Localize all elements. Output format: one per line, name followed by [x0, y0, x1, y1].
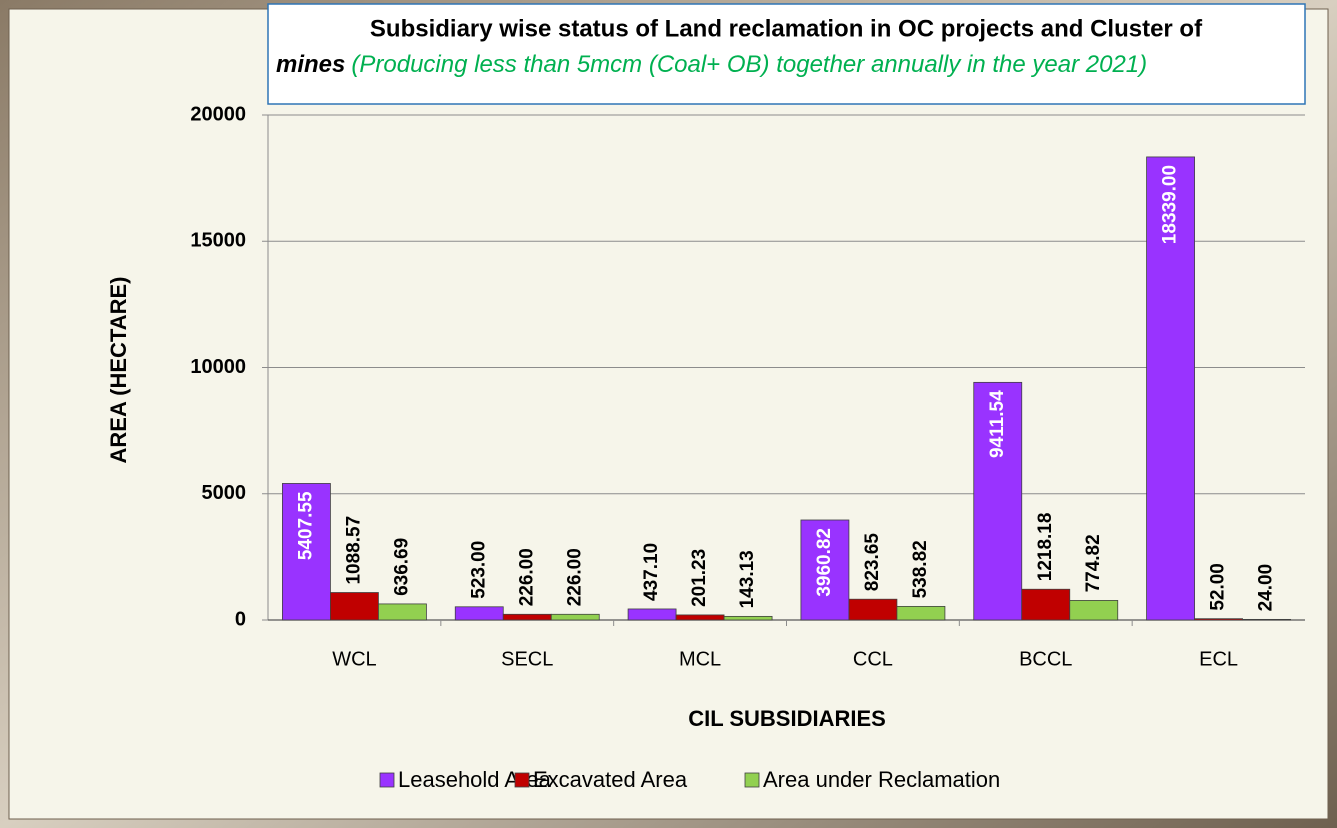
bar	[1069, 600, 1119, 621]
bar	[282, 483, 331, 621]
data-label: 9411.54	[987, 390, 1008, 458]
x-axis-title: CIL SUBSIDIARIES	[688, 706, 886, 731]
data-label: 143.13	[737, 550, 758, 608]
data-label: 52.00	[1208, 563, 1229, 611]
data-label: 1088.57	[343, 516, 364, 585]
bar	[1146, 156, 1195, 621]
bar	[723, 615, 773, 621]
chart-subtitle: (Producing less than 5mcm (Coal+ OB) tog…	[351, 51, 1147, 78]
data-label: 823.65	[862, 533, 883, 592]
bar	[627, 608, 677, 621]
data-label: 201.23	[689, 549, 710, 607]
bar	[675, 614, 725, 621]
bar	[1242, 618, 1291, 621]
legend-swatch	[744, 772, 760, 788]
x-tick-label: BCCL	[1019, 648, 1072, 670]
bar	[550, 613, 600, 621]
bar	[330, 592, 379, 621]
bar	[454, 606, 504, 621]
data-label: 636.69	[391, 538, 412, 596]
legend-label: Excavated Area	[533, 767, 688, 792]
x-tick-label: CCL	[853, 648, 893, 670]
legend-label: Area under Reclamation	[763, 767, 1000, 792]
x-tick-label: ECL	[1199, 648, 1238, 670]
data-label: 5407.55	[295, 491, 316, 560]
x-tick-label: WCL	[332, 648, 376, 670]
bar	[378, 603, 427, 621]
data-label: 226.00	[564, 548, 585, 606]
bar	[973, 381, 1023, 621]
data-label: 18339.00	[1160, 165, 1181, 244]
data-label: 538.82	[910, 540, 931, 598]
data-label: 523.00	[468, 541, 489, 599]
chart-background	[8, 8, 1329, 820]
chart-title: Subsidiary wise status of Land reclamati…	[370, 15, 1203, 42]
x-tick-label: MCL	[679, 648, 721, 670]
legend-swatch	[514, 772, 530, 788]
bar	[1194, 618, 1243, 621]
x-tick-label: SECL	[501, 648, 553, 670]
chart-title: mines	[276, 51, 345, 78]
data-label: 226.00	[516, 548, 537, 606]
data-label: 437.10	[641, 543, 662, 601]
data-label: 24.00	[1256, 564, 1277, 612]
bar	[502, 613, 552, 621]
y-axis-title: AREA (HECTARE)	[106, 277, 131, 464]
bar	[848, 598, 898, 621]
data-label: 3960.82	[814, 528, 835, 597]
bar	[896, 605, 946, 621]
y-tick-label: 15000	[190, 230, 246, 252]
y-tick-label: 5000	[202, 482, 247, 504]
bar	[800, 519, 850, 621]
legend-swatch	[379, 772, 395, 788]
y-tick-label: 10000	[190, 356, 246, 378]
title-box	[267, 3, 1306, 105]
bar	[1021, 588, 1071, 621]
data-label: 1218.18	[1035, 513, 1056, 582]
y-tick-label: 0	[235, 608, 246, 630]
data-label: 774.82	[1083, 534, 1104, 592]
chart-title-line: mines (Producing less than 5mcm (Coal+ OB…	[276, 51, 1147, 78]
y-tick-label: 20000	[190, 103, 246, 125]
